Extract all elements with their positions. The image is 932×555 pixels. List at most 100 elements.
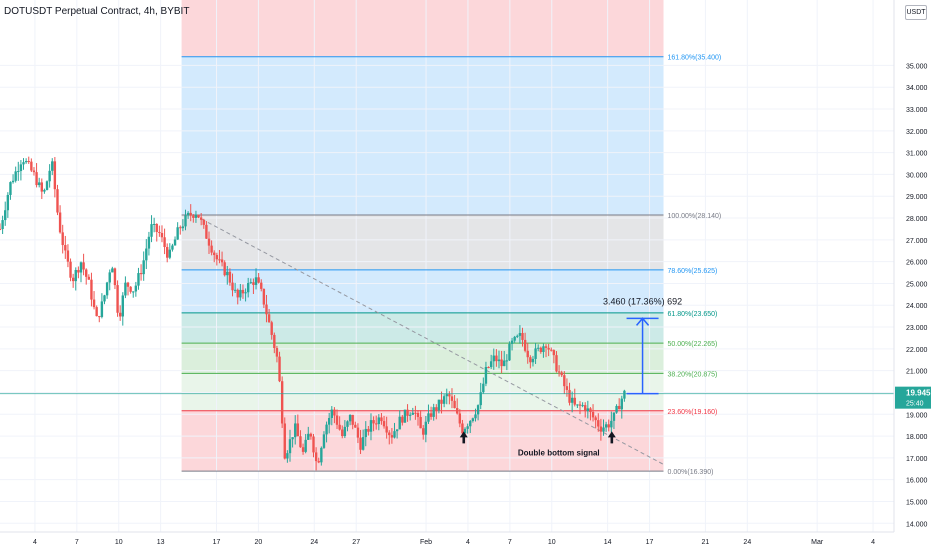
candle-body [382,421,386,427]
candle-body [536,347,540,349]
candle-body [419,416,422,429]
candle-body [116,285,119,313]
candle-body [492,355,495,362]
candle-body [416,413,420,417]
fib-zone [181,0,664,57]
time-tick-label: 17 [646,539,654,546]
candle-body [552,350,556,356]
fib-zone [181,410,664,472]
candle-body [471,418,475,421]
candle-body [497,359,501,362]
candle-body [380,417,383,422]
candle-body [435,407,438,411]
fib-labels: 161.80%(35.400) 100.00%(28.140) 78.60%(25.… [668,55,722,476]
candle-body [176,227,179,240]
time-tick-label: 7 [508,539,512,546]
time-tick-label: 10 [548,539,556,546]
candle-body [591,411,595,418]
time-tick-label: 20 [255,539,263,546]
price-tick-label: 29.000 [906,194,928,201]
candle-body [411,412,414,415]
candle-body [388,432,391,436]
candle-body [27,161,30,163]
candle-body [623,390,626,399]
candle-body [194,214,198,218]
candle-body [335,415,339,425]
candle-body [202,219,205,225]
candle-body [573,397,576,405]
candle-body [364,428,367,438]
candle-body [442,396,446,404]
candle-body [92,299,96,308]
candle-body [61,232,64,246]
price-tick-label: 18.000 [906,434,928,441]
candle-body [4,210,7,221]
price-tick-label: 19.000 [906,412,928,419]
candle-body [246,283,250,293]
time-tick-label: Feb [420,539,432,546]
time-tick-label: 10 [115,539,123,546]
candle-body [56,189,59,213]
candle-body [43,189,46,192]
candle-body [228,271,232,283]
candle-body [317,461,320,463]
candle-body [320,447,323,463]
candle-body [440,399,443,404]
candle-body [233,289,237,291]
time-tick-label: 21 [702,539,710,546]
symbol-title: DOTUSDT Perpetual Contract, 4h, BYBIT [4,6,190,17]
candle-body [474,414,477,419]
candle-body [414,412,417,414]
candle-body [166,247,169,258]
candle-body [213,252,216,256]
countdown-label: 25:40 [906,401,924,408]
candle-body [367,428,370,432]
time-tick-label: 4 [871,539,875,546]
candle-body [124,282,127,296]
candle-body [393,431,396,438]
candle-body [265,304,268,315]
price-tick-label: 30.000 [906,172,928,179]
candle-body [260,282,263,289]
candle-body [356,427,360,438]
candle-body [461,423,464,434]
currency-button[interactable]: USDT [905,5,927,20]
candle-body [346,421,349,427]
candle-body [602,427,605,432]
candle-body [239,289,242,298]
candle-body [304,439,307,452]
fib-level-label: 0.00%(16.390) [668,469,714,476]
candle-body [137,273,140,286]
candle-body [87,276,91,280]
candle-body [607,424,610,428]
candle-body [118,312,122,317]
candle-body [218,259,221,261]
candle-body [309,433,313,437]
candle-body [422,428,425,435]
candle-body [437,399,441,411]
candle-body [273,334,276,349]
candle-body [534,348,537,359]
candle-body [398,416,401,430]
candle-body [278,356,281,382]
candle-body [578,404,582,406]
price-tick-label: 32.000 [906,129,928,136]
candle-body [236,289,239,298]
candle-body [257,277,260,283]
candle-body [40,182,44,192]
candle-body [529,357,532,363]
candle-body [330,409,333,418]
candle-body [58,212,62,233]
candle-body [288,439,292,454]
candle-body [35,172,38,186]
candle-body [343,426,347,437]
candle-body [523,339,527,351]
fib-zones [181,0,664,472]
candle-body [158,232,161,234]
candle-body [570,397,574,403]
candle-body [312,436,315,453]
candle-body [150,224,153,237]
candle-body [385,426,388,433]
